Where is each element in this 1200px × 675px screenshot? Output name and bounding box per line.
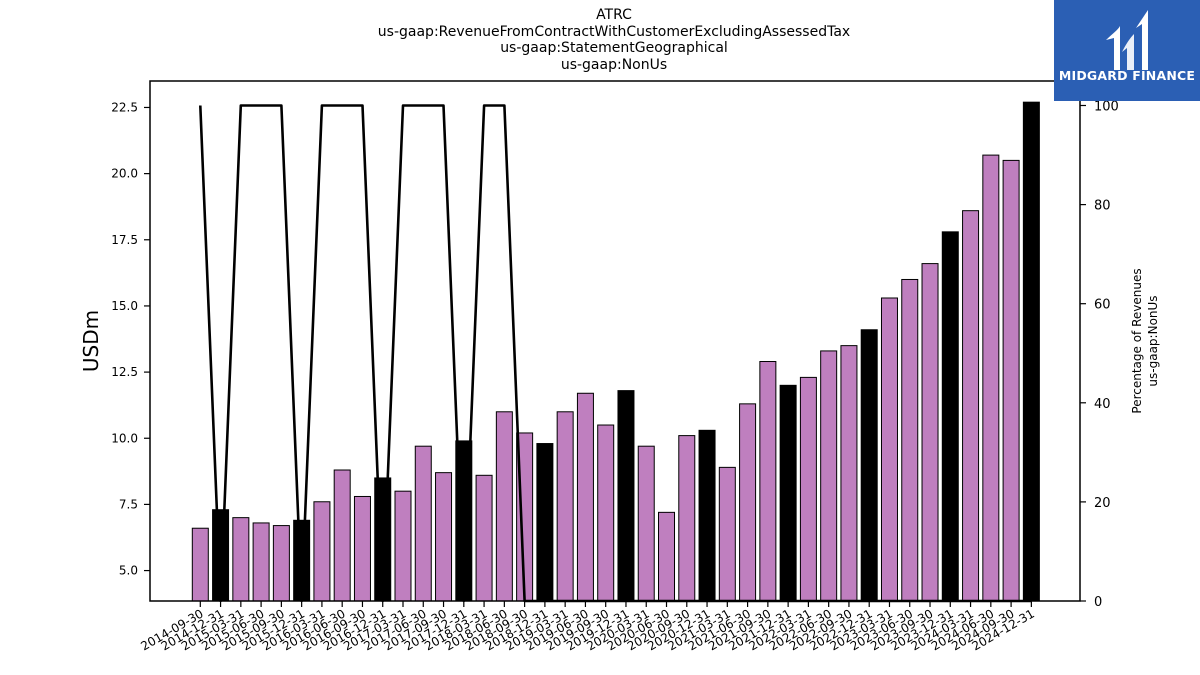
- bar: [678, 435, 696, 602]
- bar: [495, 411, 513, 602]
- y2-axis-label: Percentage of Revenues: [1130, 268, 1144, 413]
- bar: [779, 384, 797, 602]
- y2-axis-label: us-gaap:NonUs: [1146, 295, 1160, 386]
- bar: [759, 361, 777, 602]
- bar: [576, 392, 594, 602]
- bar: [880, 297, 898, 602]
- bar: [901, 278, 919, 602]
- bar: [1002, 159, 1020, 602]
- bar: [252, 522, 270, 602]
- logo-text: MIDGARD FINANCE: [1058, 68, 1196, 83]
- bar: [475, 474, 493, 602]
- bar: [637, 445, 655, 602]
- midgard-finance-logo: MIDGARD FINANCE: [1054, 0, 1200, 101]
- bar: [191, 527, 209, 602]
- bar: [860, 329, 878, 602]
- chart-title-line: ATRC: [596, 7, 632, 23]
- bar: [333, 469, 351, 602]
- bar: [272, 525, 290, 602]
- bar: [840, 345, 858, 602]
- y2-tick-label: 100: [1094, 100, 1119, 115]
- y-tick-label: 12.5: [111, 365, 138, 379]
- bar: [435, 472, 453, 602]
- y-axis-label: USDm: [79, 310, 103, 372]
- y2-tick-label: 80: [1094, 199, 1111, 214]
- bar: [739, 403, 757, 602]
- y-tick-label: 10.0: [111, 431, 138, 445]
- bar: [617, 390, 635, 602]
- bar: [820, 350, 838, 602]
- bar: [556, 411, 574, 602]
- bar: [394, 490, 412, 602]
- bar: [658, 511, 676, 602]
- bar: [597, 424, 615, 602]
- chart-title-line: us-gaap:NonUs: [560, 56, 668, 73]
- y-tick-label: 15.0: [111, 299, 138, 313]
- y-tick-label: 5.0: [119, 564, 138, 578]
- y-tick-label: 20.0: [111, 167, 138, 181]
- bar: [718, 466, 736, 602]
- bar: [414, 445, 432, 602]
- plot-frame: [149, 80, 1081, 602]
- y2-tick-label: 20: [1094, 496, 1111, 511]
- y-tick-label: 7.5: [119, 497, 138, 511]
- bar: [313, 501, 331, 602]
- bar: [232, 517, 250, 602]
- y-tick-label: 17.5: [111, 233, 138, 247]
- bar: [799, 376, 817, 602]
- bar: [921, 263, 939, 602]
- bar: [982, 154, 1000, 602]
- y2-tick-label: 40: [1094, 397, 1111, 412]
- logo-mark-icon: [1106, 10, 1148, 70]
- bar: [536, 443, 554, 602]
- bar: [1022, 101, 1040, 602]
- bar: [698, 429, 716, 602]
- chart-title-line: us-gaap:RevenueFromContractWithCustomerE…: [377, 23, 851, 40]
- bar: [962, 210, 980, 602]
- y2-tick-label: 0: [1094, 595, 1102, 610]
- y-tick-label: 22.5: [111, 100, 138, 114]
- chart-title-line: us-gaap:StatementGeographical: [500, 40, 728, 56]
- bar: [941, 231, 959, 602]
- bar: [353, 495, 371, 602]
- y2-tick-label: 60: [1094, 298, 1111, 313]
